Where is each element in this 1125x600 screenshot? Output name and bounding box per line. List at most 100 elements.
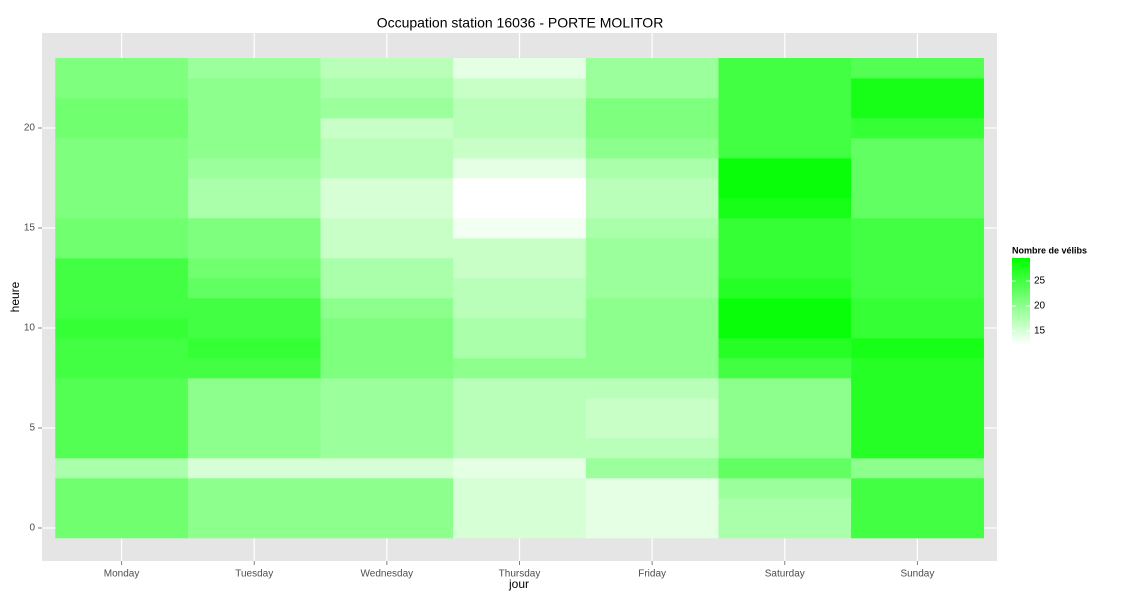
tile — [320, 258, 454, 279]
tile — [320, 278, 454, 299]
x-tick-label: Tuesday — [235, 569, 273, 580]
tile — [851, 318, 985, 339]
y-axis-title: heure — [8, 281, 22, 312]
x-tick-label: Saturday — [765, 569, 805, 580]
tile — [851, 478, 985, 499]
tile — [453, 258, 587, 279]
tile — [718, 238, 852, 259]
tile — [320, 298, 454, 319]
tile — [718, 218, 852, 239]
tile — [718, 418, 852, 439]
tile — [320, 158, 454, 179]
tile — [320, 498, 454, 519]
tile — [453, 398, 587, 419]
tile — [320, 358, 454, 379]
tile — [585, 198, 719, 219]
legend-title: Nombre de vélibs — [1012, 245, 1087, 255]
tile — [718, 258, 852, 279]
tile — [851, 358, 985, 379]
tile — [585, 478, 719, 499]
tile — [585, 298, 719, 319]
tile — [320, 458, 454, 479]
tile — [55, 158, 189, 179]
tile — [585, 58, 719, 79]
tile — [718, 338, 852, 359]
tile — [585, 78, 719, 99]
tile — [187, 118, 321, 139]
tile — [55, 178, 189, 199]
tile — [320, 138, 454, 159]
tile — [187, 238, 321, 259]
tile — [55, 438, 189, 459]
tile — [718, 358, 852, 379]
tile — [718, 458, 852, 479]
tile — [55, 138, 189, 159]
tile — [718, 478, 852, 499]
tile — [55, 258, 189, 279]
tile — [55, 298, 189, 319]
tile — [585, 318, 719, 339]
tile — [718, 98, 852, 119]
y-tick-label: 0 — [29, 523, 35, 534]
tile — [187, 258, 321, 279]
tile — [187, 298, 321, 319]
tile — [55, 78, 189, 99]
tile — [453, 218, 587, 239]
tile — [320, 58, 454, 79]
tile — [851, 438, 985, 459]
tile — [453, 198, 587, 219]
tile — [718, 58, 852, 79]
tile — [718, 318, 852, 339]
tile — [55, 498, 189, 519]
tile — [55, 338, 189, 359]
tile — [453, 358, 587, 379]
tile — [187, 98, 321, 119]
tile — [320, 198, 454, 219]
tile — [187, 138, 321, 159]
tile — [718, 438, 852, 459]
tile — [55, 398, 189, 419]
tile — [453, 378, 587, 399]
tile — [851, 518, 985, 539]
tile — [320, 478, 454, 499]
tile — [585, 238, 719, 259]
tile — [453, 498, 587, 519]
tile — [453, 238, 587, 259]
tile — [851, 98, 985, 119]
tile — [187, 158, 321, 179]
tile — [320, 78, 454, 99]
tile — [718, 198, 852, 219]
tile — [187, 178, 321, 199]
tile — [187, 338, 321, 359]
tile — [718, 278, 852, 299]
tile — [55, 198, 189, 219]
tile — [187, 498, 321, 519]
tile — [187, 398, 321, 419]
tile — [718, 78, 852, 99]
tile — [585, 158, 719, 179]
tile — [187, 78, 321, 99]
tile — [851, 378, 985, 399]
tile — [55, 318, 189, 339]
tile — [55, 278, 189, 299]
tile — [55, 218, 189, 239]
tile — [453, 518, 587, 539]
tile — [585, 378, 719, 399]
tile — [55, 458, 189, 479]
tile — [585, 518, 719, 539]
tile — [851, 418, 985, 439]
tile — [320, 178, 454, 199]
tile — [320, 318, 454, 339]
tile — [851, 298, 985, 319]
tile — [718, 518, 852, 539]
tile — [187, 438, 321, 459]
y-tick-label: 5 — [29, 423, 35, 434]
tile — [187, 418, 321, 439]
tile — [585, 358, 719, 379]
tile — [55, 418, 189, 439]
tile — [851, 178, 985, 199]
colorbar-label: 25 — [1034, 276, 1046, 287]
tile — [851, 238, 985, 259]
colorbar — [1012, 258, 1030, 345]
